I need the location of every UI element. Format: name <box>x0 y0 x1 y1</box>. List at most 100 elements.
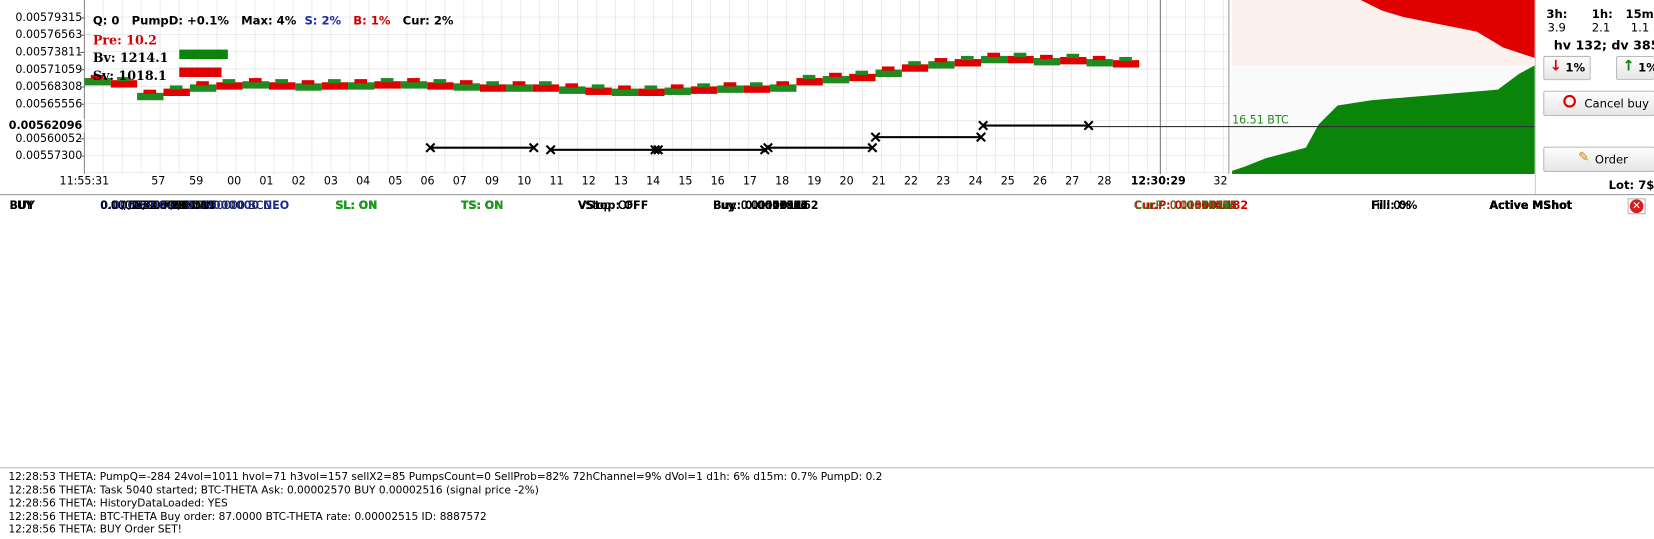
order-cell: Cur.P: 0.00002570 <box>1133 199 1237 213</box>
order-cell: SL: ON <box>335 199 378 213</box>
candle-wick <box>618 85 631 90</box>
order-cell: 0.00 / 15.00 ZRX <box>100 199 194 213</box>
pre-value: Pre: 10.2 <box>92 32 157 48</box>
order-cell: 0.00000000 / 0.01800000 BCC <box>100 199 272 213</box>
order-cell: BUY <box>9 199 32 213</box>
x-tick-label: 22 <box>904 174 918 187</box>
candle <box>849 73 876 82</box>
order-cell: 0.00 / 87.00 THETA <box>100 199 207 213</box>
order-cell: 0.00 / 85.00 GTO <box>100 199 195 213</box>
order-cell: VStop: OFF <box>578 199 640 213</box>
order-cell: BUY <box>9 199 32 213</box>
x-tick-label: 20 <box>840 174 854 187</box>
order-cell: Cur.P: 0.11835000 <box>1133 199 1237 213</box>
order-cell: BUY <box>9 199 32 213</box>
order-cell: TS: ON <box>460 199 504 213</box>
order-cell: TS: ON <box>460 199 504 213</box>
order-cell: VStop: OFF <box>578 199 640 213</box>
candle <box>295 83 322 91</box>
order-cell: TS: ON <box>460 199 504 213</box>
order-cell: Active MShot <box>1489 199 1573 213</box>
x-tick-label: 28 <box>1097 174 1111 187</box>
log-line: 12:28:56 THETA: Task 5040 started; BTC-T… <box>8 484 539 497</box>
order-cell: 0.00 / 77.00 XEM <box>100 199 196 213</box>
candle-wick <box>380 78 394 83</box>
order-cell: Cur.P: 0.00079390 <box>1133 199 1237 213</box>
candle-wick <box>987 52 1000 57</box>
order-cell: Active MShot <box>1489 199 1573 213</box>
order-cell: Cur.P: 0.00001182 <box>1133 199 1249 213</box>
volume-info: hv 132; dv 3850 <box>1553 37 1654 53</box>
candle <box>506 84 533 92</box>
candle-wick <box>248 78 262 83</box>
order-cell: SL: ON <box>335 199 378 213</box>
candle-wick <box>1040 54 1053 60</box>
candle <box>875 69 902 78</box>
order-cell: Fill: 0% <box>1371 199 1411 213</box>
order-cell: Active MShot <box>1489 199 1573 213</box>
candle-wick <box>1013 52 1027 57</box>
order-cell: SL: ON <box>335 199 378 213</box>
remove-order-button[interactable]: ✕ <box>1627 198 1646 215</box>
candle-wick <box>934 58 948 63</box>
x-tick-label: 04 <box>356 174 370 187</box>
y-tick-label: 0.00573811 <box>15 45 82 58</box>
stat: B: 1% <box>353 13 391 28</box>
up-button[interactable]: ↑ 1% <box>1616 55 1654 81</box>
x-tick-label: 26 <box>1033 174 1047 187</box>
order-cell: SL: ON <box>335 199 378 213</box>
order-cell: Active MShot <box>1489 199 1573 213</box>
order-button[interactable]: ✎ Order <box>1543 146 1654 172</box>
order-cell: SL: ON <box>335 199 378 213</box>
candle-wick <box>1066 53 1080 59</box>
order-cell: Fill: 0% <box>1371 199 1411 213</box>
order-cell: 0.0000 / 8.5100 ICX <box>100 199 211 213</box>
x-tick-label: 59 <box>189 174 203 187</box>
candle <box>321 82 349 90</box>
order-cell: Cur.P: 0.00000323 <box>1133 199 1237 213</box>
order-cell: SL: ON <box>335 199 378 213</box>
order-cell: Buy: 0.00121720 <box>713 199 808 213</box>
candle <box>137 92 164 101</box>
candle-wick <box>749 82 763 87</box>
order-cell: Cur.P: 0.00077090 <box>1133 199 1237 213</box>
candle-wick <box>196 81 209 86</box>
order-cell: Buy: 0.11650100 <box>713 199 808 213</box>
ask-depth <box>1360 0 1535 59</box>
order-cell: Fill: 0% <box>1371 199 1411 213</box>
y-tick-label: 0.00579315 <box>15 11 82 24</box>
order-cell: VStop: OFF <box>578 199 640 213</box>
order-cell: Cur.P: 0.00002881 <box>1133 199 1237 213</box>
order-cell: 0.00 / 20.00 ELF <box>100 199 191 213</box>
order-cell: Fill: 0% <box>1371 199 1411 213</box>
remove-icon: ✕ <box>1629 199 1644 214</box>
candle <box>1086 59 1113 67</box>
x-tick-label: 25 <box>1001 174 1015 187</box>
candle <box>928 61 955 69</box>
x-tick-label: 19 <box>807 174 821 187</box>
candle-wick <box>117 77 130 82</box>
x-tick-label: 11 <box>549 174 563 187</box>
order-cell: VStop: OFF <box>578 199 640 213</box>
order-cell: Fill: 0% <box>1371 199 1411 213</box>
cancel-buy-button[interactable]: Cancel buy <box>1543 90 1654 117</box>
order-cell: Cur.P: 0.00026245 <box>1133 199 1237 213</box>
x-tick-label: 32 <box>1213 174 1227 187</box>
x-tick-label: 17 <box>743 174 757 187</box>
y-tick-label: 0.00565556 <box>15 97 82 110</box>
candle <box>427 82 454 90</box>
order-cell: BUY <box>9 199 32 213</box>
price-chart: 16.51 BTC 12:30:29 32 0.00579315 0.005765… <box>9 0 1535 189</box>
order-cell: TS: ON <box>460 199 504 213</box>
candle-wick <box>829 72 842 78</box>
candle-wick <box>459 80 473 85</box>
order-cell: Active MShot <box>1489 199 1573 213</box>
down-button[interactable]: ↓ 1% <box>1543 55 1591 81</box>
order-cell: TS: ON <box>460 199 504 213</box>
order-cell: Active MShot <box>1489 199 1573 213</box>
order-cell: BUY <box>9 199 32 213</box>
candle-wick <box>90 74 104 80</box>
order-cell: BUY <box>9 199 32 213</box>
separator <box>0 194 1654 196</box>
